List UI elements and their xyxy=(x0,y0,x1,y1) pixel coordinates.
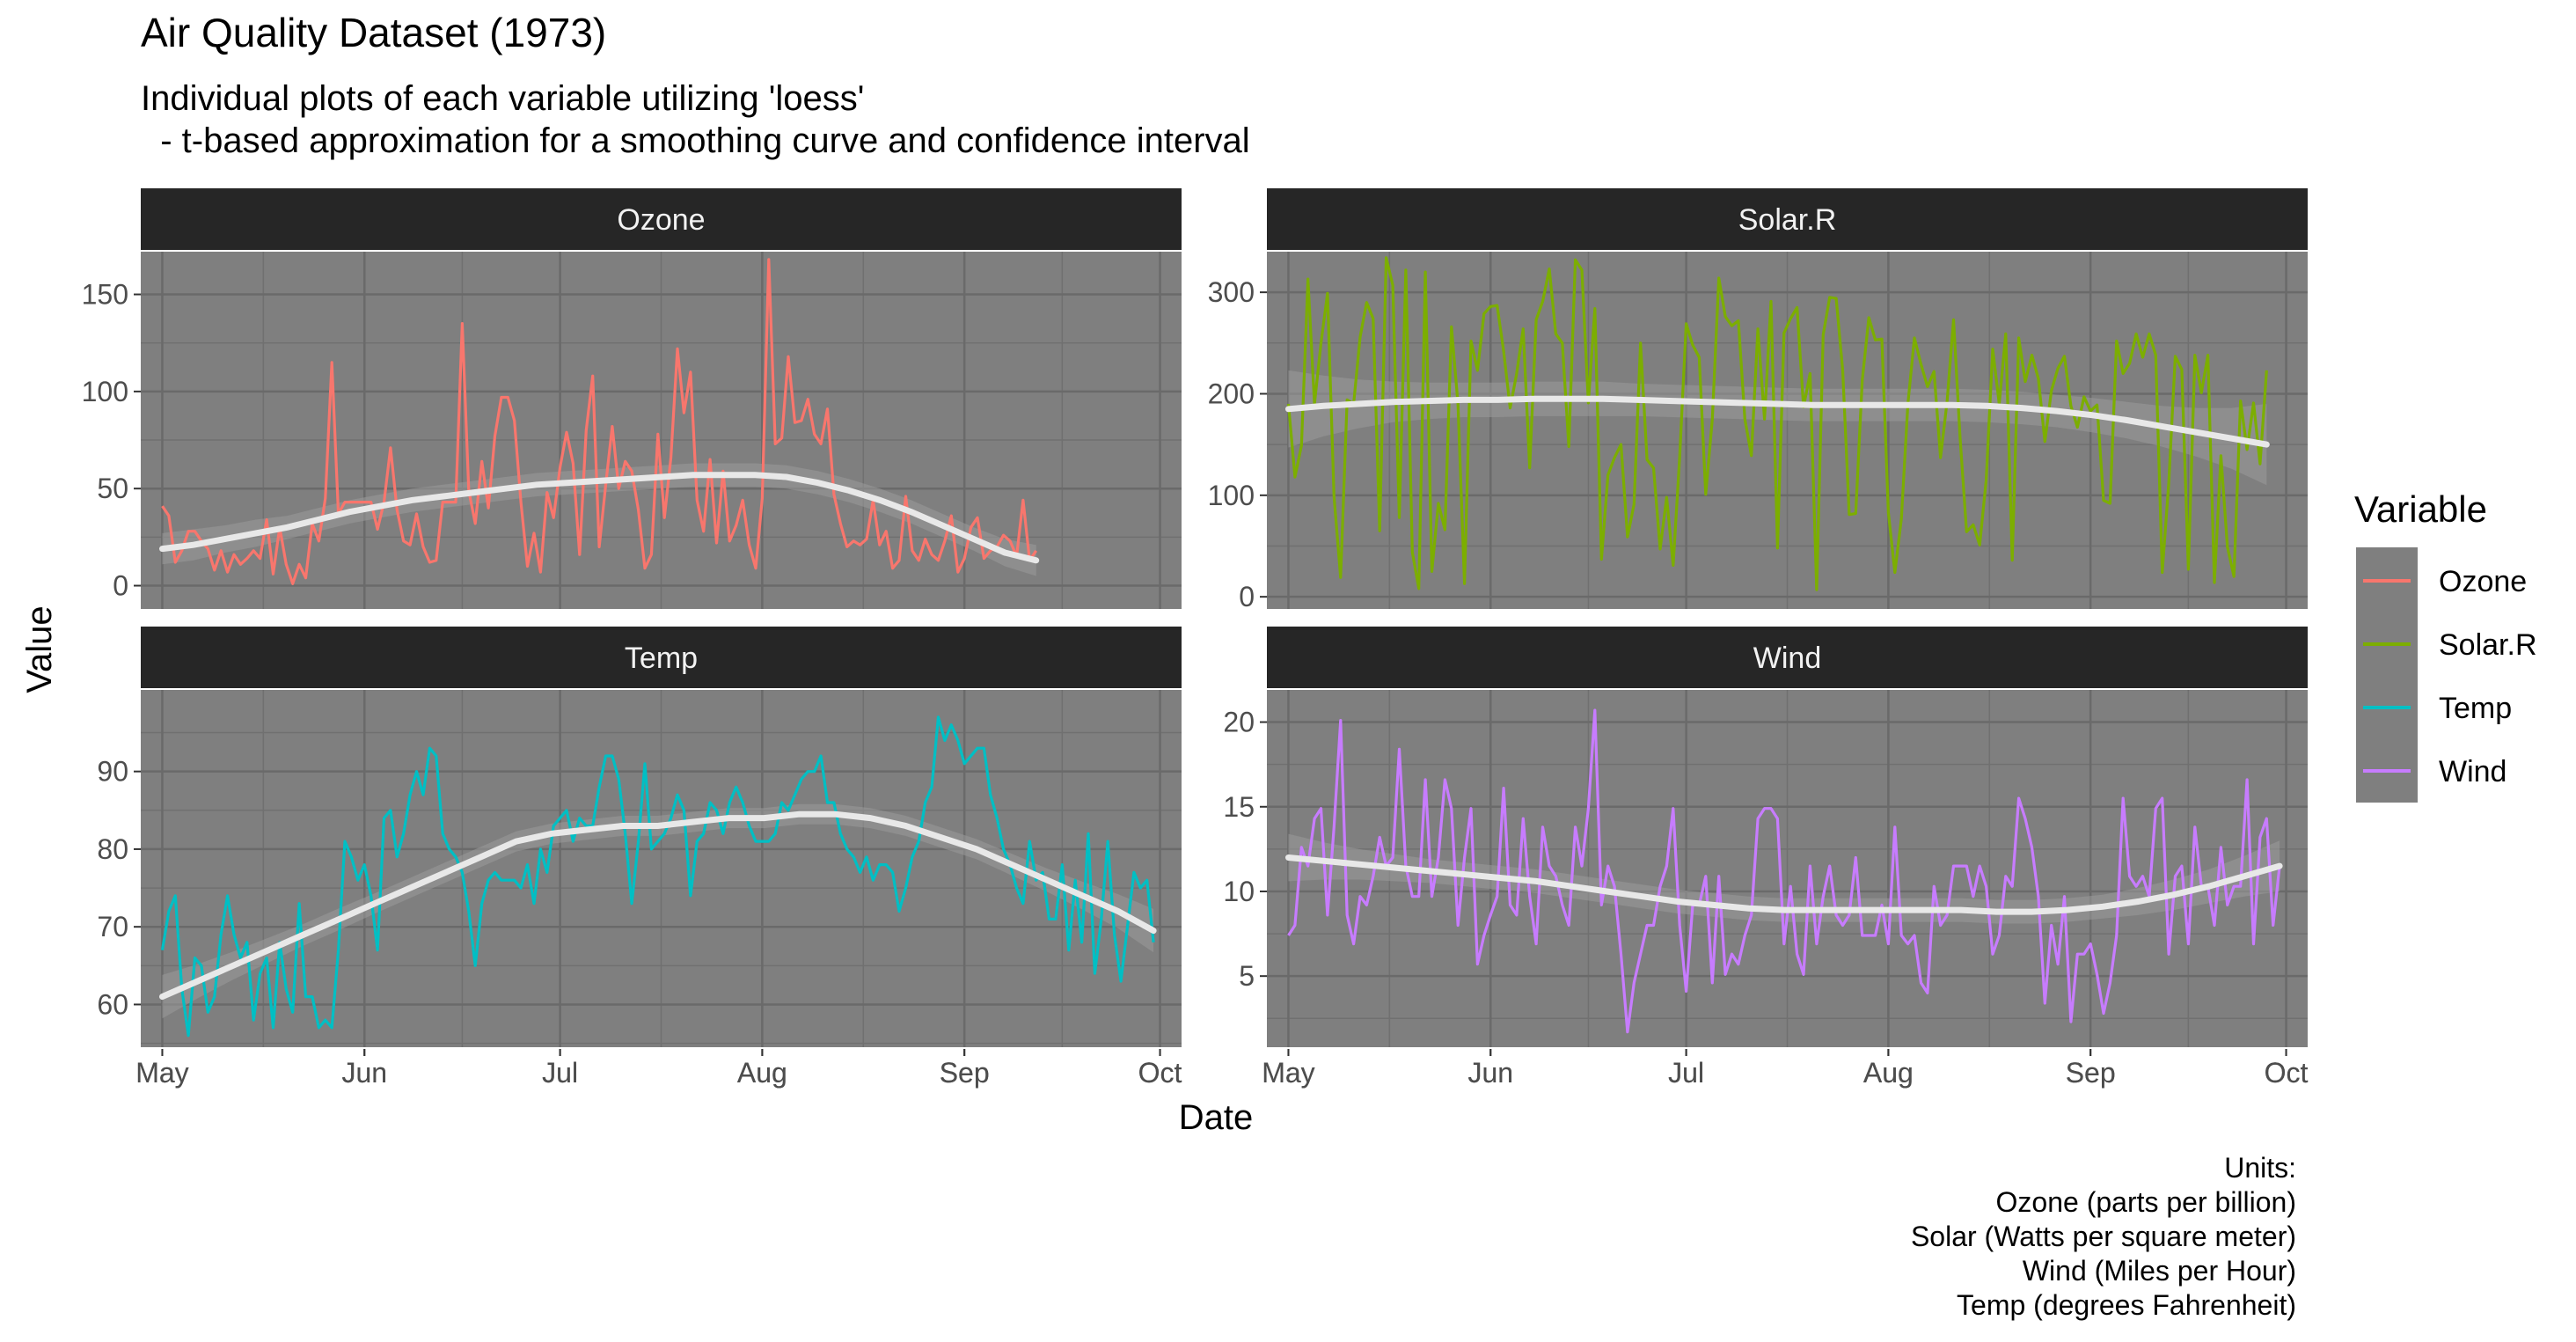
strip-label: Solar.R xyxy=(1738,203,1837,237)
series-line-wind xyxy=(1287,708,2281,1034)
x-tick-label: Aug xyxy=(737,1057,787,1089)
y-tick-label: 10 xyxy=(1223,876,1255,907)
y-tick-label: 70 xyxy=(97,911,128,942)
x-tick-label: Jul xyxy=(1668,1057,1704,1089)
strip-wind xyxy=(1267,627,2308,688)
x-tick-label: Oct xyxy=(1138,1057,1182,1089)
x-tick-label: Jun xyxy=(341,1057,387,1089)
y-tick-label: 0 xyxy=(1239,581,1255,612)
smooth-line xyxy=(159,472,1040,564)
x-tick-label: Jun xyxy=(1467,1057,1513,1089)
x-tick-label: Jun xyxy=(341,1057,387,1089)
strip-temp xyxy=(141,627,1182,688)
y-tick-label: 90 xyxy=(97,756,128,788)
x-tick-label: Aug xyxy=(1863,1057,1914,1089)
y-tick-label: 150 xyxy=(82,279,128,311)
x-tick-label: Sep xyxy=(2066,1057,2116,1089)
x-tick-label: Aug xyxy=(737,1057,787,1089)
x-tick-label: May xyxy=(135,1057,188,1089)
confidence-band xyxy=(1288,833,2280,924)
x-tick-label: Sep xyxy=(940,1057,990,1089)
strip-solar-r xyxy=(1267,188,2308,250)
series-line-ozone xyxy=(161,258,1038,585)
y-tick-label: 60 xyxy=(97,988,128,1020)
panel-wind: Wind 5 10 15 20 May Jun Jul Aug Sep Oct xyxy=(1223,627,2309,1089)
x-tick-label: Jun xyxy=(1467,1057,1513,1089)
x-axis-title: Date xyxy=(1179,1098,1254,1137)
y-tick-label: 100 xyxy=(1208,480,1255,511)
x-tick-label: May xyxy=(1262,1057,1314,1089)
x-tick-label: Oct xyxy=(2265,1057,2309,1089)
y-tick-label: 0 xyxy=(113,570,128,602)
y-tick-label: 5 xyxy=(1239,960,1255,992)
legend-label: Ozone xyxy=(2439,565,2527,598)
y-tick-label: 200 xyxy=(1208,378,1255,409)
strip-ozone xyxy=(141,188,1182,250)
strip-label: Wind xyxy=(1753,642,1821,675)
x-tick-label: Sep xyxy=(940,1057,990,1089)
x-tick-label: Jul xyxy=(542,1057,578,1089)
legend-key-background xyxy=(2356,547,2418,803)
x-tick-label: Jul xyxy=(1668,1057,1704,1089)
legend: Variable Ozone Solar.R Temp Wind xyxy=(2354,488,2537,803)
series-line-solar-r xyxy=(1286,256,2268,591)
chart-subtitle: Individual plots of each variable utiliz… xyxy=(141,79,1250,160)
x-tick-label: Aug xyxy=(1863,1057,1914,1089)
series-line-temp xyxy=(160,715,1155,1038)
x-tick-label: Oct xyxy=(2265,1057,2309,1089)
y-tick-label: 300 xyxy=(1208,276,1255,308)
y-axis-title: Value xyxy=(20,605,59,693)
panel-ozone: Ozone 0 50 100 150 May Jun Jul Aug Sep Oct xyxy=(82,188,1182,1089)
units-caption: Units: Ozone (parts per billion) Solar (… xyxy=(1910,1152,2296,1321)
y-tick-label: 100 xyxy=(82,376,128,407)
y-tick-label: 15 xyxy=(1223,791,1255,823)
smooth-line xyxy=(159,810,1157,1001)
x-tick-label: Jul xyxy=(542,1057,578,1089)
chart-title: Air Quality Dataset (1973) xyxy=(141,10,607,55)
y-tick-label: 50 xyxy=(97,473,128,504)
smooth-line xyxy=(1285,395,2270,448)
x-tick-label: Sep xyxy=(2066,1057,2116,1089)
strip-label: Temp xyxy=(625,642,698,675)
x-tick-label: Oct xyxy=(1138,1057,1182,1089)
confidence-band xyxy=(162,463,1036,576)
y-tick-label: 80 xyxy=(97,833,128,865)
y-tick-label: 20 xyxy=(1223,707,1255,738)
legend-title: Variable xyxy=(2354,488,2487,530)
panel-solar-r: Solar.R 0 100 200 300 May Jun Jul Aug Sep Oct xyxy=(1208,188,2309,1089)
legend-label: Wind xyxy=(2439,755,2506,788)
strip-label: Ozone xyxy=(617,203,705,237)
panel-temp: Temp 60 70 80 90 May Jun Jul Aug Sep Oct xyxy=(97,627,1182,1089)
x-tick-label: May xyxy=(1262,1057,1314,1089)
x-tick-label: May xyxy=(135,1057,188,1089)
legend-label: Solar.R xyxy=(2439,628,2537,662)
legend-label: Temp xyxy=(2439,692,2512,725)
smooth-line xyxy=(1285,854,2283,915)
